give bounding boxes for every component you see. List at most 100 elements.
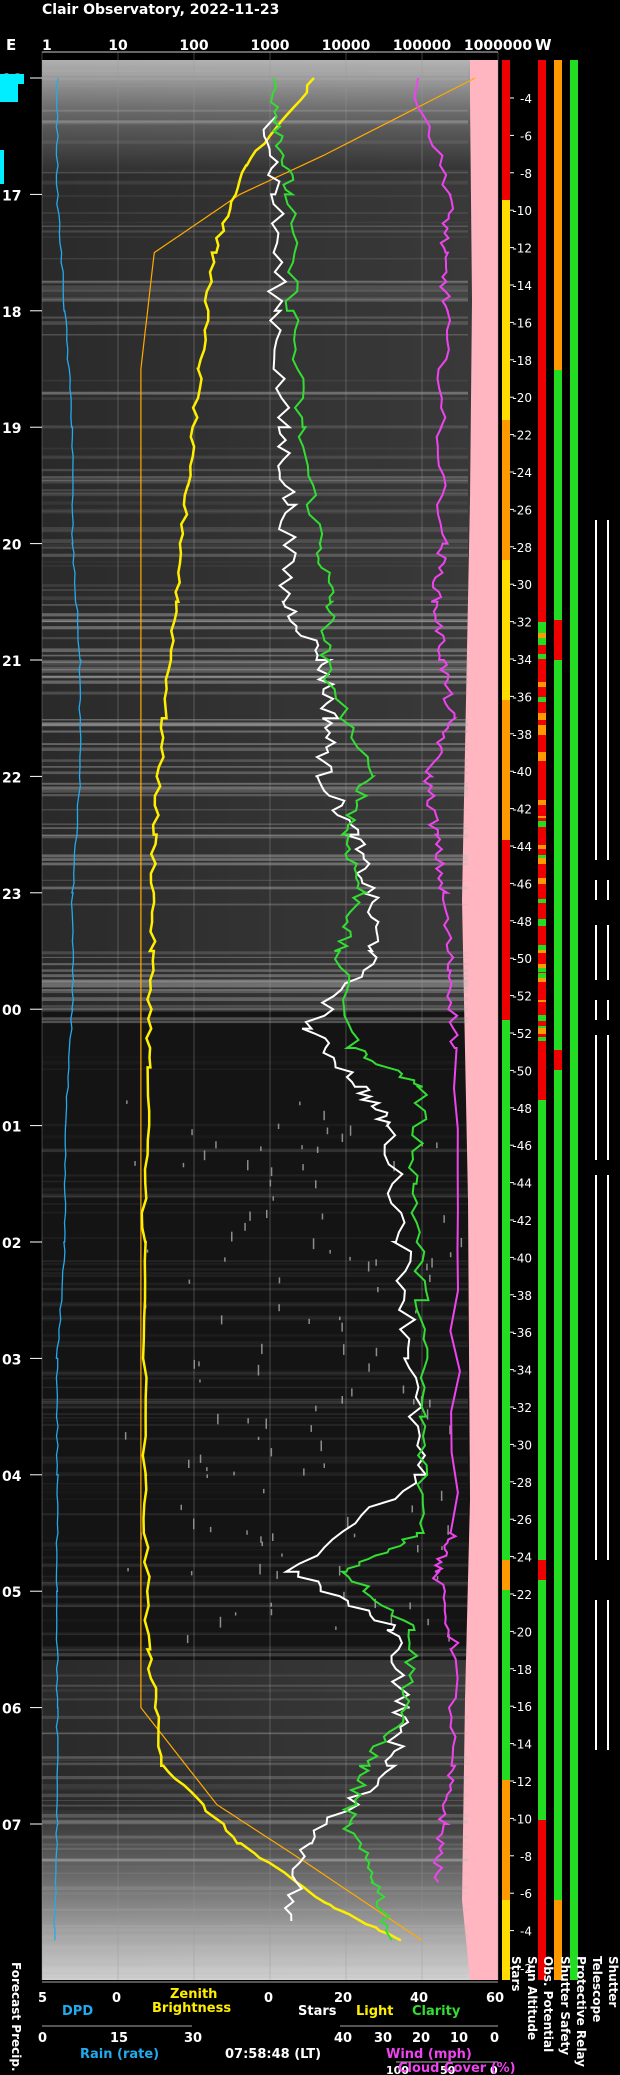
stars-bar-segment (502, 1560, 510, 1590)
star-streak (343, 1344, 345, 1355)
obs-potential-bar-segment (538, 759, 546, 761)
hour-label: 05 (2, 1585, 21, 1601)
cloud-stripe (42, 1684, 468, 1686)
cloud-stripe (42, 1020, 468, 1024)
cloud-stripe (42, 479, 468, 484)
star-streak (188, 1279, 191, 1284)
cloud-stripe (42, 492, 468, 497)
cloud-stripe (42, 1575, 468, 1577)
cloud-tick-100: 100 (386, 2064, 409, 2075)
wind-tick-30: 30 (374, 2031, 392, 2046)
obs-potential-bar-segment (538, 622, 546, 627)
cloud-stripe (42, 863, 468, 865)
zenith-label-1: Zenith (170, 1987, 217, 2002)
cloud-stripe (42, 659, 468, 663)
cloud-stripe (42, 1386, 468, 1389)
cloud-stripe (42, 1584, 468, 1587)
cloud-stripe (42, 221, 468, 224)
star-streak (272, 1533, 274, 1541)
star-streak (190, 1571, 193, 1576)
star-streak (310, 1425, 312, 1432)
bottom-axes: 5 0 DPD Zenith Brightness 0 20 40 60 Sta… (9, 1962, 516, 2075)
status-bars (502, 60, 610, 1980)
rain-label: Rain (rate) (80, 2047, 159, 2062)
cloud-stripe (42, 289, 468, 294)
cloud-stripe (42, 596, 468, 601)
obs-potential-bar-segment (538, 973, 546, 981)
cloud-stripe (42, 854, 468, 858)
stars-tick-40: 40 (410, 1991, 428, 2006)
star-streak (146, 1249, 149, 1253)
star-streak (349, 1256, 351, 1261)
star-streak (257, 1364, 260, 1376)
cloud-stripe (42, 1595, 468, 1598)
cloud-stripe (42, 886, 468, 890)
sun-altitude-label: -36 (512, 1326, 532, 1340)
cloud-stripe (42, 78, 468, 81)
cloud-cover-curve (413, 77, 461, 1883)
sun-altitude-label: -4 (520, 1925, 532, 1939)
cloud-stripe (42, 1835, 468, 1840)
obs-potential-bar-segment (538, 638, 546, 645)
cloud-stripe (42, 834, 468, 836)
cloud-stripe (42, 1886, 468, 1890)
star-streak (441, 1546, 443, 1550)
obs-potential-bar-segment (538, 729, 546, 735)
cloud-stripe (42, 1762, 468, 1766)
cloud-stripe (42, 691, 468, 695)
dpd-label: DPD (62, 2004, 93, 2019)
cloud-label: Cloud Cover (%) (398, 2061, 516, 2075)
obs-potential-bar-segment (538, 950, 546, 953)
cloud-stripe (42, 1603, 468, 1607)
cloud-stripe (42, 1976, 468, 1978)
hour-label: 01 (2, 1120, 21, 1136)
star-streak (338, 1565, 341, 1576)
cloud-stripe (42, 553, 468, 557)
star-streak (299, 1101, 301, 1106)
obs-potential-bar-segment (538, 845, 546, 849)
star-streak (219, 1616, 222, 1628)
cloud-stripe (42, 1419, 468, 1422)
stars-bar-segment (502, 1900, 510, 1980)
star-streak (321, 1213, 324, 1220)
star-streak (375, 1347, 378, 1357)
star-streak (323, 1463, 325, 1468)
cloud-stripe (42, 1398, 468, 1402)
cloud-stripe (42, 1334, 468, 1337)
star-streak (367, 1261, 370, 1272)
star-streak (415, 1310, 417, 1314)
cloud-stripe (42, 1456, 468, 1460)
telescope-gap (590, 860, 610, 880)
sun-altitude-label: -18 (512, 354, 532, 368)
star-streak (209, 1526, 212, 1533)
cloud-stripe (42, 1056, 468, 1059)
cloud-stripe (42, 492, 468, 495)
shutter-safety-bar-segment (554, 60, 562, 370)
cloud-stripe (42, 1372, 468, 1374)
cloud-stripe (42, 334, 468, 336)
star-streak (188, 1459, 190, 1468)
star-streak (199, 1379, 201, 1383)
obs-potential-bar-segment (538, 878, 546, 882)
star-streak (261, 1541, 263, 1547)
star-streak (301, 1145, 303, 1150)
sun-altitude-label: -40 (512, 1251, 532, 1265)
cloud-stripe (42, 1935, 468, 1939)
light-curve (140, 77, 476, 1941)
cloud-stripe (42, 1648, 468, 1651)
star-streak (277, 1123, 280, 1129)
top-tick-label: 1 (42, 38, 52, 54)
cloud-stripe (42, 298, 468, 302)
cloud-stripe (42, 1843, 468, 1846)
obs-potential-bar-segment (538, 882, 546, 884)
protective-relay-bar-segment (570, 60, 578, 1980)
light-label: Light (356, 2004, 394, 2019)
stars-bar-segment (502, 1020, 510, 1560)
protective-relay-side-label: Protective Relay (574, 1956, 588, 2067)
hour-label: 00 (2, 1003, 22, 1019)
sun-altitude-label: -22 (512, 429, 532, 443)
sun-altitude-label: -16 (512, 316, 532, 330)
cloud-stripe (42, 1268, 468, 1271)
zenith-brightness-curve (140, 77, 402, 1942)
stars-bar-segment (502, 420, 510, 560)
